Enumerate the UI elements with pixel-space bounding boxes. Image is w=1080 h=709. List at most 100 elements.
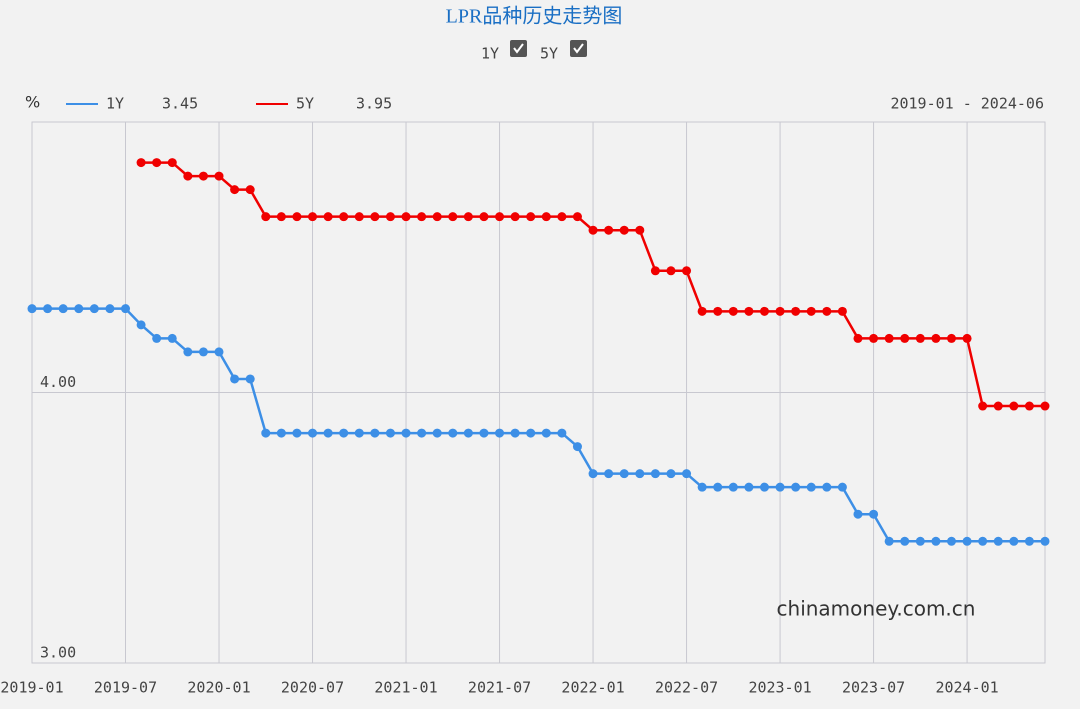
data-point [557,212,567,222]
checkbox[interactable] [510,40,527,57]
data-point [323,428,333,438]
data-point [682,266,692,276]
data-point [978,401,988,411]
data-point [1024,401,1034,411]
data-point [526,428,536,438]
data-point [775,482,785,492]
data-point [650,266,660,276]
data-point [27,304,37,314]
data-point [666,469,676,479]
data-point [946,333,956,343]
data-point [759,306,769,316]
x-tick-label: 2023-01 [748,679,811,697]
data-point [728,306,738,316]
data-point [495,212,505,222]
data-point [588,225,598,235]
data-point [183,347,193,357]
data-point [557,428,567,438]
data-point [214,347,224,357]
data-point [837,482,847,492]
data-point [89,304,99,314]
data-point [931,536,941,546]
data-point [915,536,925,546]
data-point [245,185,255,195]
data-point [588,469,598,479]
data-point [822,482,832,492]
data-point [261,212,271,222]
data-point [214,171,224,181]
data-point [432,212,442,222]
checkbox[interactable] [570,40,587,57]
data-point [261,428,271,438]
legend-label: 5Y [296,95,314,113]
y-tick-label: 4.00 [40,373,76,391]
data-point [931,333,941,343]
data-point [775,306,785,316]
data-point [479,212,489,222]
data-point [682,469,692,479]
data-point [541,212,551,222]
data-point [385,212,395,222]
data-point [167,158,177,168]
data-point [401,212,411,222]
x-tick-label: 2022-07 [655,679,718,697]
watermark: chinamoney.com.cn [777,597,976,621]
data-point [401,428,411,438]
data-point [635,469,645,479]
data-point [74,304,84,314]
data-point [806,306,816,316]
data-point [1009,401,1019,411]
series-line [32,307,1045,543]
data-point [837,306,847,316]
x-tick-label: 2019-07 [94,679,157,697]
data-point [339,428,349,438]
y-axis-label: % [25,93,40,112]
data-point [230,374,240,384]
chart-title: LPR品种历史走势图 [446,5,623,28]
data-point [308,212,318,222]
data-point [604,469,614,479]
data-point [619,469,629,479]
data-point [463,428,473,438]
data-point [572,442,582,452]
data-point [962,333,972,343]
data-point [884,333,894,343]
legend-value: 3.45 [162,95,198,113]
x-tick-label: 2020-07 [281,679,344,697]
data-point [463,212,473,222]
legend-label: 1Y [106,95,124,113]
data-point [479,428,489,438]
data-point [370,212,380,222]
data-point [526,212,536,222]
data-point [105,304,115,314]
data-point [1040,401,1050,411]
data-point [198,347,208,357]
data-point [198,171,208,181]
data-point [541,428,551,438]
data-point [744,306,754,316]
data-point [1024,536,1034,546]
data-point [43,304,53,314]
data-point [962,536,972,546]
data-point [791,306,801,316]
data-point [900,333,910,343]
data-point [853,509,863,519]
data-point [136,320,146,330]
data-point [152,333,162,343]
x-tick-label: 2022-01 [561,679,624,697]
data-point [448,212,458,222]
data-point [58,304,68,314]
data-point [510,428,520,438]
data-point [292,428,302,438]
data-point [900,536,910,546]
x-tick-label: 2020-01 [187,679,250,697]
data-point [572,212,582,222]
data-point [1009,536,1019,546]
data-point [728,482,738,492]
data-point [822,306,832,316]
data-point [245,374,255,384]
data-point [370,428,380,438]
data-point [183,171,193,181]
data-point [292,212,302,222]
